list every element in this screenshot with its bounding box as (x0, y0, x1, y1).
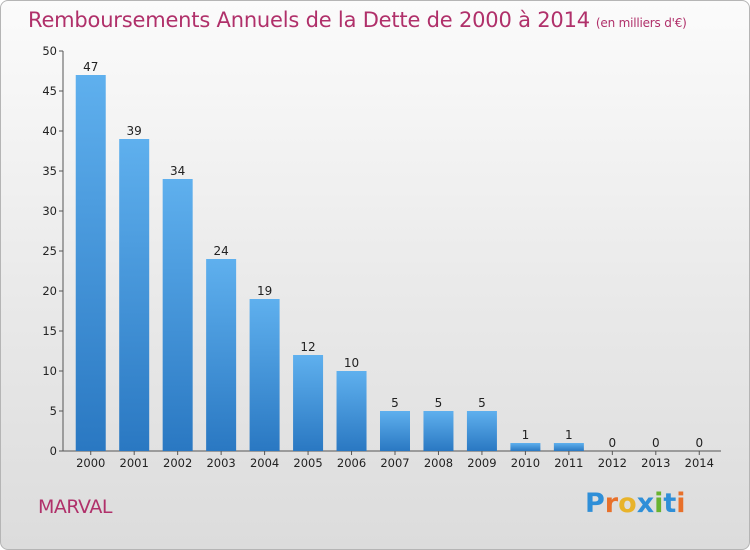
logo-letter: P (585, 488, 605, 519)
y-tick-label: 15 (42, 324, 57, 338)
x-tick-label-2006: 2006 (337, 456, 366, 470)
y-tick-label: 20 (42, 284, 57, 298)
data-label-2009: 5 (478, 396, 486, 410)
y-tick-label: 45 (42, 84, 57, 98)
x-tick-label-2003: 2003 (206, 456, 235, 470)
bar-2001 (119, 139, 150, 451)
y-tick-label: 35 (42, 164, 57, 178)
x-tick-label-2005: 2005 (293, 456, 322, 470)
proxiti-logo: Proxiti (585, 488, 686, 519)
data-label-2008: 5 (435, 396, 443, 410)
data-label-2006: 10 (344, 356, 359, 370)
y-tick-label: 5 (50, 404, 57, 418)
chart-subtitle: (en milliers d'€) (595, 16, 687, 30)
y-tick-label: 30 (42, 204, 57, 218)
data-label-2010: 1 (522, 428, 530, 442)
x-tick-label-2013: 2013 (641, 456, 670, 470)
x-tick-label-2004: 2004 (250, 456, 279, 470)
bar-2006 (336, 371, 367, 451)
data-label-2014: 0 (695, 436, 703, 450)
bar-2010 (510, 443, 541, 451)
x-tick-label-2010: 2010 (511, 456, 540, 470)
logo-letter: o (618, 488, 637, 519)
x-tick-label-2014: 2014 (685, 456, 714, 470)
data-label-2013: 0 (652, 436, 660, 450)
place-name: MARVAL (38, 496, 112, 518)
logo-letter: t (663, 488, 677, 519)
data-label-2005: 12 (300, 340, 315, 354)
x-tick-label-2011: 2011 (554, 456, 583, 470)
bar-2000 (75, 75, 106, 451)
bar-2002 (162, 179, 193, 451)
logo-letter: i (676, 488, 686, 519)
data-label-2004: 19 (257, 284, 272, 298)
x-tick-label-2001: 2001 (120, 456, 149, 470)
bar-2005 (293, 355, 324, 451)
logo-letter: x (636, 488, 655, 519)
bar-2003 (206, 259, 237, 451)
bar-2011 (553, 443, 584, 451)
y-tick-label: 40 (42, 124, 57, 138)
data-label-2000: 47 (83, 60, 98, 74)
data-label-2012: 0 (609, 436, 617, 450)
data-label-2011: 1 (565, 428, 573, 442)
x-tick-label-2009: 2009 (467, 456, 496, 470)
x-tick-label-2007: 2007 (380, 456, 409, 470)
data-label-2002: 34 (170, 164, 185, 178)
x-tick-label-2012: 2012 (598, 456, 627, 470)
bar-2009 (466, 411, 497, 451)
y-tick-label: 25 (42, 244, 57, 258)
y-tick-label: 0 (50, 444, 57, 458)
x-tick-label-2008: 2008 (424, 456, 453, 470)
logo-letter: r (604, 488, 619, 519)
data-label-2003: 24 (213, 244, 228, 258)
logo-letter: i (654, 488, 664, 519)
bar-2004 (249, 299, 280, 451)
y-tick-label: 50 (42, 44, 57, 58)
chart-title-text: Remboursements Annuels de la Dette de 20… (28, 8, 590, 32)
bar-2007 (380, 411, 410, 451)
y-tick-label: 10 (42, 364, 57, 378)
x-tick-label-2000: 2000 (76, 456, 105, 470)
x-tick-label-2002: 2002 (163, 456, 192, 470)
data-label-2001: 39 (127, 124, 142, 138)
data-label-2007: 5 (391, 396, 399, 410)
chart-title: Remboursements Annuels de la Dette de 20… (28, 8, 687, 32)
bar-2008 (423, 411, 454, 451)
